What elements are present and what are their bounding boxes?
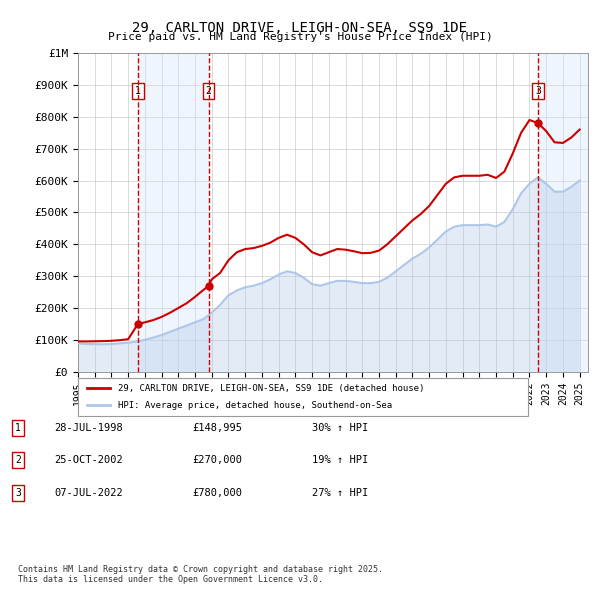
Text: 2: 2 [206,86,212,96]
Text: 2: 2 [15,455,21,465]
Text: 25-OCT-2002: 25-OCT-2002 [54,455,123,465]
Text: £270,000: £270,000 [192,455,242,465]
Text: 28-JUL-1998: 28-JUL-1998 [54,423,123,432]
Text: Contains HM Land Registry data © Crown copyright and database right 2025.
This d: Contains HM Land Registry data © Crown c… [18,565,383,584]
Text: 29, CARLTON DRIVE, LEIGH-ON-SEA, SS9 1DE (detached house): 29, CARLTON DRIVE, LEIGH-ON-SEA, SS9 1DE… [119,384,425,393]
Text: 27% ↑ HPI: 27% ↑ HPI [312,488,368,497]
Text: 29, CARLTON DRIVE, LEIGH-ON-SEA, SS9 1DE: 29, CARLTON DRIVE, LEIGH-ON-SEA, SS9 1DE [133,21,467,35]
Text: £780,000: £780,000 [192,488,242,497]
Bar [538,53,588,372]
Text: 1: 1 [15,423,21,432]
FancyBboxPatch shape [78,378,528,416]
Bar [137,53,209,372]
Text: 3: 3 [15,488,21,497]
Text: £148,995: £148,995 [192,423,242,432]
Text: HPI: Average price, detached house, Southend-on-Sea: HPI: Average price, detached house, Sout… [119,401,392,409]
Text: 3: 3 [535,86,541,96]
Text: 1: 1 [135,86,140,96]
Text: Price paid vs. HM Land Registry's House Price Index (HPI): Price paid vs. HM Land Registry's House … [107,32,493,42]
Text: 07-JUL-2022: 07-JUL-2022 [54,488,123,497]
Text: 30% ↑ HPI: 30% ↑ HPI [312,423,368,432]
Text: 19% ↑ HPI: 19% ↑ HPI [312,455,368,465]
